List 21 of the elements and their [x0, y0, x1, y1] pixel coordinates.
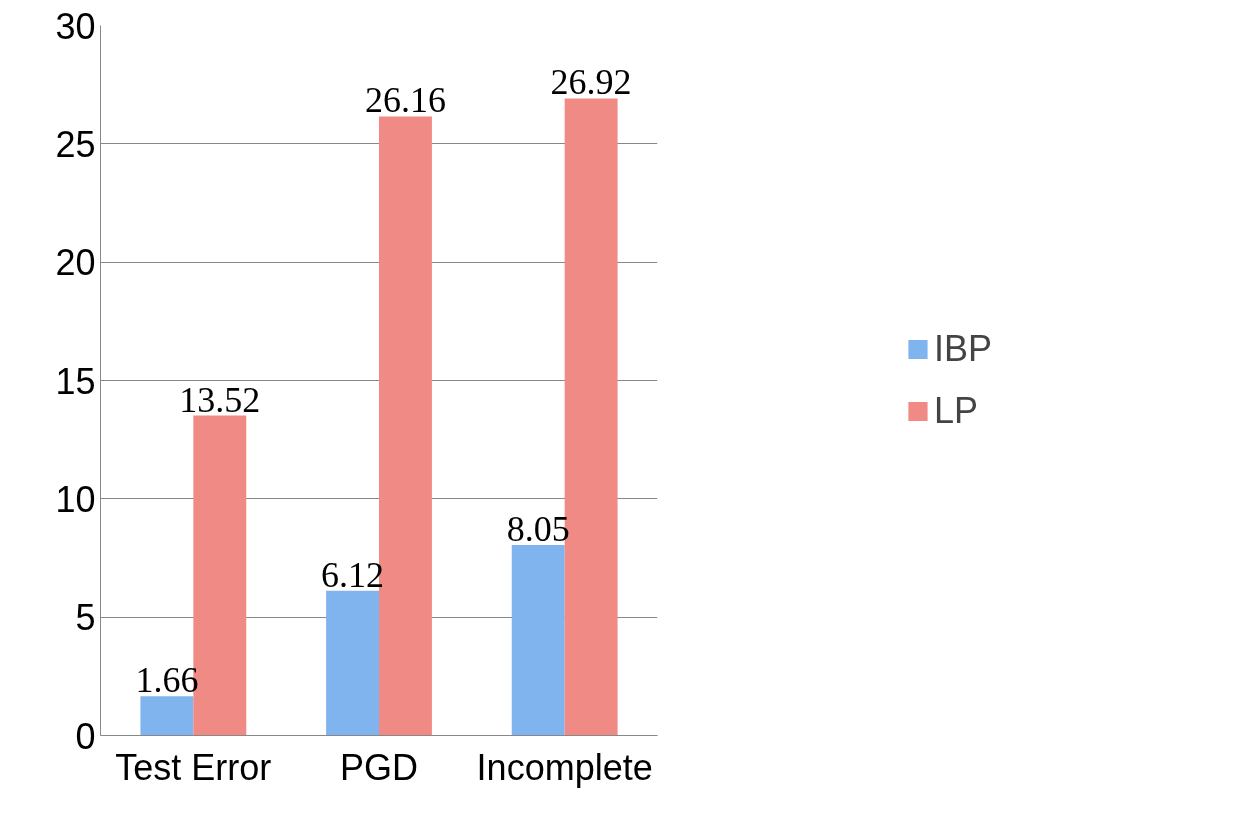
bar	[511, 544, 565, 736]
y-tick-label: 5	[75, 597, 96, 639]
data-label: 13.52	[179, 379, 261, 420]
y-tick-label: 0	[75, 715, 96, 757]
data-label: 26.16	[364, 80, 446, 121]
x-tick-label: Test Error	[115, 746, 272, 788]
data-label: 26.92	[550, 62, 632, 103]
y-tick-label: 20	[55, 242, 96, 284]
x-tick-label: Incomplete	[476, 746, 653, 788]
data-label: 1.66	[135, 660, 199, 701]
data-label: 6.12	[321, 554, 385, 595]
y-tick-label: 30	[55, 5, 96, 47]
data-label: 8.05	[506, 508, 570, 549]
bar	[326, 590, 379, 736]
legend-label: IBP	[933, 328, 993, 370]
y-tick-label: 15	[55, 360, 96, 402]
y-tick-label: 25	[55, 123, 96, 165]
y-tick-label: 10	[55, 478, 96, 520]
bar	[140, 696, 194, 736]
x-tick-label: PGD	[339, 746, 419, 788]
legend-label: LP	[933, 390, 979, 432]
